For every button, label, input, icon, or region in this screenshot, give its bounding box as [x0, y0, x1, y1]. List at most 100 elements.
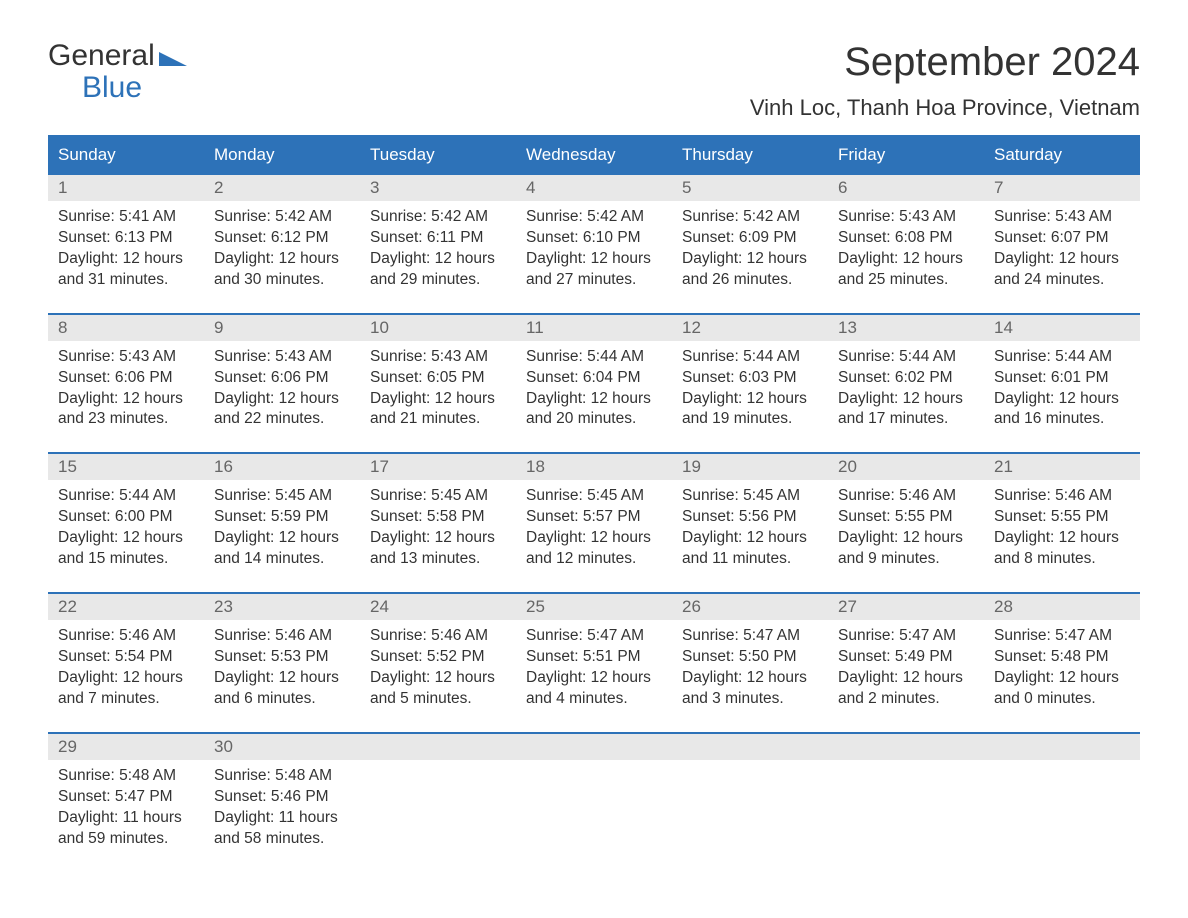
day-number: 27 — [828, 594, 984, 620]
sunset-text: Sunset: 6:08 PM — [838, 228, 974, 249]
day-data: Sunrise: 5:44 AMSunset: 6:02 PMDaylight:… — [828, 341, 984, 435]
calendar-cell: 6Sunrise: 5:43 AMSunset: 6:08 PMDaylight… — [828, 175, 984, 295]
daylight-line1: Daylight: 12 hours — [526, 389, 662, 410]
day-data: Sunrise: 5:43 AMSunset: 6:06 PMDaylight:… — [204, 341, 360, 435]
sunset-text: Sunset: 5:59 PM — [214, 507, 350, 528]
daylight-line2: and 4 minutes. — [526, 689, 662, 710]
daylight-line1: Daylight: 11 hours — [58, 808, 194, 829]
day-header-row: Sunday Monday Tuesday Wednesday Thursday… — [48, 135, 1140, 173]
day-header-thu: Thursday — [672, 137, 828, 173]
sunrise-text: Sunrise: 5:43 AM — [58, 347, 194, 368]
sunrise-text: Sunrise: 5:45 AM — [682, 486, 818, 507]
day-data: Sunrise: 5:45 AMSunset: 5:56 PMDaylight:… — [672, 480, 828, 574]
calendar-cell: 15Sunrise: 5:44 AMSunset: 6:00 PMDayligh… — [48, 454, 204, 574]
calendar-cell: 23Sunrise: 5:46 AMSunset: 5:53 PMDayligh… — [204, 594, 360, 714]
daylight-line2: and 30 minutes. — [214, 270, 350, 291]
calendar-cell: 28 Sunrise: 5:47 AMSunset: 5:48 PMDayligh… — [984, 594, 1140, 714]
daylight-line1: Daylight: 12 hours — [370, 668, 506, 689]
day-data: Sunrise: 5:48 AMSunset: 5:46 PMDaylight:… — [204, 760, 360, 854]
day-data: Sunrise: 5:44 AMSunset: 6:04 PMDaylight:… — [516, 341, 672, 435]
daylight-line2: and 5 minutes. — [370, 689, 506, 710]
sunset-text: Sunset: 5:48 PM — [994, 647, 1130, 668]
day-number — [516, 734, 672, 760]
daylight-line1: Daylight: 12 hours — [526, 668, 662, 689]
sunset-text: Sunset: 6:09 PM — [682, 228, 818, 249]
logo: General Blue — [48, 40, 187, 103]
day-data: Sunrise: 5:41 AMSunset: 6:13 PMDaylight:… — [48, 201, 204, 295]
day-number: 24 — [360, 594, 516, 620]
day-data: Sunrise: 5:46 AMSunset: 5:54 PMDaylight:… — [48, 620, 204, 714]
day-number: 30 — [204, 734, 360, 760]
sunrise-text: Sunrise: 5:42 AM — [526, 207, 662, 228]
daylight-line1: Daylight: 12 hours — [214, 668, 350, 689]
week-row: 1Sunrise: 5:41 AMSunset: 6:13 PMDaylight… — [48, 173, 1140, 295]
daylight-line1: Daylight: 12 hours — [682, 668, 818, 689]
day-number: 20 — [828, 454, 984, 480]
daylight-line1: Daylight: 12 hours — [838, 528, 974, 549]
daylight-line1: Daylight: 12 hours — [682, 528, 818, 549]
sunrise-text: Sunrise: 5:43 AM — [994, 207, 1130, 228]
sunrise-text: Sunrise: 5:47 AM — [994, 626, 1130, 647]
daylight-line2: and 9 minutes. — [838, 549, 974, 570]
calendar-cell: 18Sunrise: 5:45 AMSunset: 5:57 PMDayligh… — [516, 454, 672, 574]
daylight-line2: and 7 minutes. — [58, 689, 194, 710]
logo-flag-icon — [159, 52, 187, 66]
day-number: 21 — [984, 454, 1140, 480]
calendar-cell: 14Sunrise: 5:44 AMSunset: 6:01 PMDayligh… — [984, 315, 1140, 435]
calendar-cell: 3Sunrise: 5:42 AMSunset: 6:11 PMDaylight… — [360, 175, 516, 295]
day-header-tue: Tuesday — [360, 137, 516, 173]
calendar-cell — [360, 734, 516, 854]
sunset-text: Sunset: 6:12 PM — [214, 228, 350, 249]
week-row: 29Sunrise: 5:48 AMSunset: 5:47 PMDayligh… — [48, 732, 1140, 854]
sunset-text: Sunset: 5:50 PM — [682, 647, 818, 668]
daylight-line1: Daylight: 12 hours — [994, 668, 1130, 689]
week-row: 15Sunrise: 5:44 AMSunset: 6:00 PMDayligh… — [48, 452, 1140, 574]
day-data: Sunrise: 5:43 AMSunset: 6:06 PMDaylight:… — [48, 341, 204, 435]
daylight-line2: and 58 minutes. — [214, 829, 350, 850]
sunrise-text: Sunrise: 5:45 AM — [526, 486, 662, 507]
daylight-line2: and 13 minutes. — [370, 549, 506, 570]
sunset-text: Sunset: 6:02 PM — [838, 368, 974, 389]
day-data: Sunrise: 5:46 AMSunset: 5:55 PMDaylight:… — [828, 480, 984, 574]
calendar-cell: 20Sunrise: 5:46 AMSunset: 5:55 PMDayligh… — [828, 454, 984, 574]
day-header-fri: Friday — [828, 137, 984, 173]
sunset-text: Sunset: 5:55 PM — [994, 507, 1130, 528]
daylight-line2: and 6 minutes. — [214, 689, 350, 710]
sunrise-text: Sunrise: 5:44 AM — [682, 347, 818, 368]
daylight-line1: Daylight: 12 hours — [58, 668, 194, 689]
title-block: September 2024 Vinh Loc, Thanh Hoa Provi… — [750, 40, 1140, 121]
daylight-line1: Daylight: 11 hours — [214, 808, 350, 829]
day-number: 28 — [984, 594, 1140, 620]
calendar-cell: 8Sunrise: 5:43 AMSunset: 6:06 PMDaylight… — [48, 315, 204, 435]
location-text: Vinh Loc, Thanh Hoa Province, Vietnam — [750, 95, 1140, 121]
sunrise-text: Sunrise: 5:43 AM — [838, 207, 974, 228]
daylight-line2: and 14 minutes. — [214, 549, 350, 570]
day-number: 10 — [360, 315, 516, 341]
calendar-cell — [516, 734, 672, 854]
daylight-line2: and 11 minutes. — [682, 549, 818, 570]
calendar-cell: 26Sunrise: 5:47 AMSunset: 5:50 PMDayligh… — [672, 594, 828, 714]
daylight-line2: and 22 minutes. — [214, 409, 350, 430]
sunset-text: Sunset: 5:56 PM — [682, 507, 818, 528]
day-number — [672, 734, 828, 760]
day-data: Sunrise: 5:48 AMSunset: 5:47 PMDaylight:… — [48, 760, 204, 854]
sunrise-text: Sunrise: 5:44 AM — [838, 347, 974, 368]
day-number: 3 — [360, 175, 516, 201]
daylight-line1: Daylight: 12 hours — [994, 389, 1130, 410]
sunset-text: Sunset: 6:00 PM — [58, 507, 194, 528]
daylight-line1: Daylight: 12 hours — [58, 528, 194, 549]
daylight-line2: and 23 minutes. — [58, 409, 194, 430]
sunset-text: Sunset: 6:13 PM — [58, 228, 194, 249]
day-data: Sunrise: 5:46 AMSunset: 5:55 PMDaylight:… — [984, 480, 1140, 574]
day-number: 12 — [672, 315, 828, 341]
day-number: 8 — [48, 315, 204, 341]
logo-blue: Blue — [48, 72, 187, 104]
calendar-cell: 11Sunrise: 5:44 AMSunset: 6:04 PMDayligh… — [516, 315, 672, 435]
day-data: Sunrise: 5:44 AMSunset: 6:01 PMDaylight:… — [984, 341, 1140, 435]
sunset-text: Sunset: 6:10 PM — [526, 228, 662, 249]
day-data: Sunrise: 5:45 AMSunset: 5:58 PMDaylight:… — [360, 480, 516, 574]
sunrise-text: Sunrise: 5:44 AM — [526, 347, 662, 368]
calendar-cell: 19Sunrise: 5:45 AMSunset: 5:56 PMDayligh… — [672, 454, 828, 574]
sunrise-text: Sunrise: 5:44 AM — [994, 347, 1130, 368]
day-number: 15 — [48, 454, 204, 480]
